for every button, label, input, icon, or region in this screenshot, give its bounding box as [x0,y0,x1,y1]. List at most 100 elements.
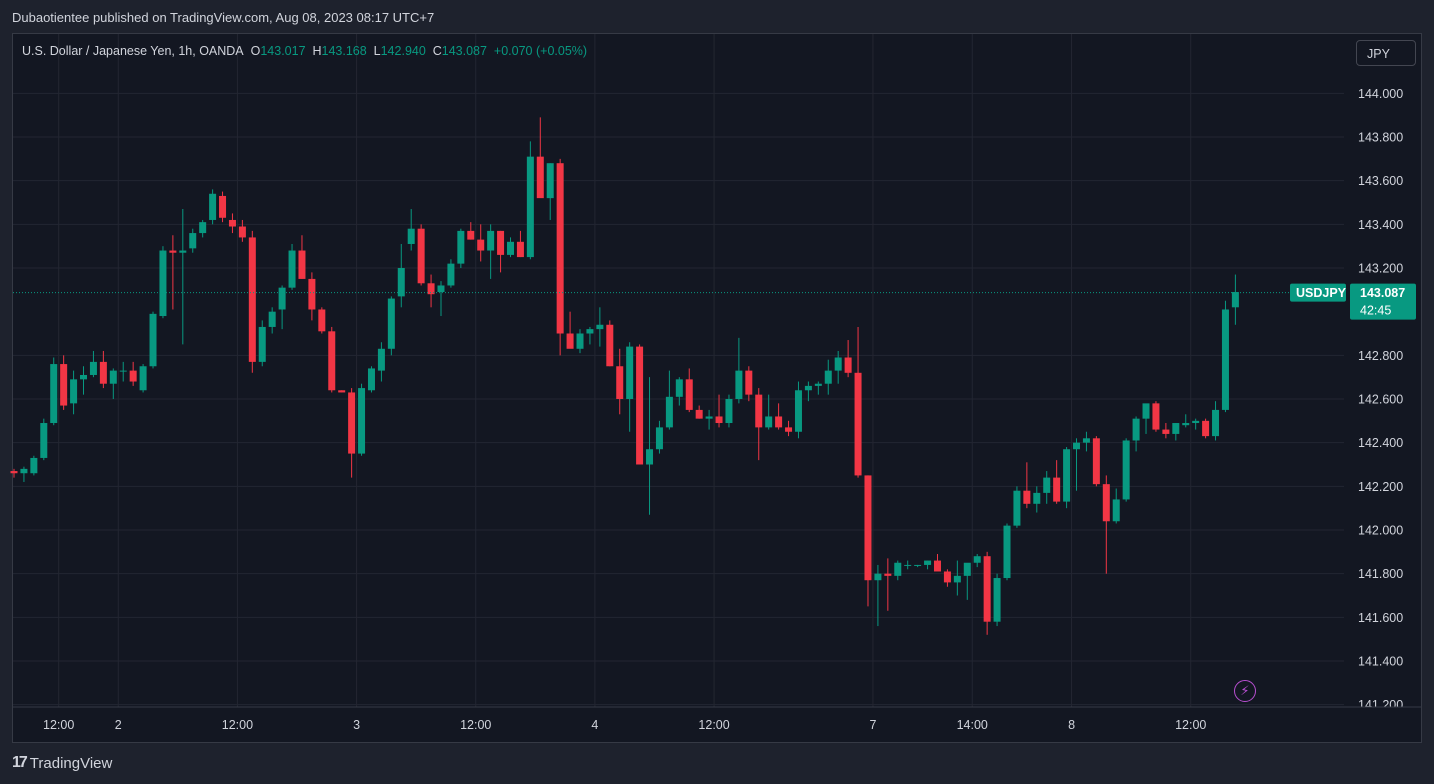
candle-body[interactable] [894,562,902,576]
candle-body[interactable] [89,361,97,375]
candle-body[interactable] [1043,477,1051,493]
candle-body[interactable] [397,268,405,297]
candle-body[interactable] [963,562,971,576]
candle-body[interactable] [665,396,673,428]
candle-body[interactable] [814,383,822,386]
candle-body[interactable] [626,346,634,399]
candle-body[interactable] [1221,309,1229,410]
candle-body[interactable] [228,219,236,227]
candle-body[interactable] [1112,499,1120,522]
candle-body[interactable] [834,357,842,371]
candle-body[interactable] [1122,440,1130,500]
candle-body[interactable] [199,222,207,234]
candle-body[interactable] [1063,449,1071,502]
candle-body[interactable] [983,556,991,622]
candle-body[interactable] [1073,442,1081,450]
candle-body[interactable] [40,423,48,458]
candle-body[interactable] [10,471,18,474]
candle-body[interactable] [904,564,912,566]
candle-body[interactable] [20,468,28,474]
candle-body[interactable] [655,427,663,450]
candle-body[interactable] [169,250,177,253]
candle-body[interactable] [308,278,316,310]
candle-body[interactable] [745,370,753,395]
candle-body[interactable] [1231,292,1239,308]
candle-body[interactable] [973,556,981,563]
candle-body[interactable] [1033,492,1041,504]
candle-body[interactable] [209,193,217,220]
candle-body[interactable] [546,163,554,199]
candle-body[interactable] [50,364,58,424]
candle-body[interactable] [99,361,107,384]
candle-body[interactable] [715,416,723,424]
candle-body[interactable] [854,372,862,476]
candle-body[interactable] [646,449,654,465]
candle-body[interactable] [447,263,455,286]
candle-body[interactable] [1152,403,1160,430]
candle-body[interactable] [755,394,763,428]
candle-body[interactable] [417,228,425,284]
candle-body[interactable] [794,390,802,432]
candle-body[interactable] [437,285,445,293]
candle-body[interactable] [298,250,306,279]
candle-body[interactable] [1212,409,1220,437]
lightning-icon[interactable]: ⚡ [1234,680,1256,702]
candle-body[interactable] [1202,420,1210,437]
candle-body[interactable] [258,326,266,362]
candle-body[interactable] [149,313,157,367]
candle-body[interactable] [129,370,137,382]
footer-brand[interactable]: 17 TradingView [12,754,112,772]
candle-body[interactable] [328,331,336,391]
symbol-title[interactable]: U.S. Dollar / Japanese Yen, 1h, OANDA [22,44,244,58]
candle-body[interactable] [507,241,514,255]
candle-body[interactable] [586,329,594,334]
candle-body[interactable] [933,560,941,572]
candle-body[interactable] [60,364,68,406]
candle-body[interactable] [566,333,574,349]
candle-body[interactable] [1102,484,1110,522]
candle-body[interactable] [1053,477,1061,502]
candle-body[interactable] [1142,403,1150,419]
candle-body[interactable] [556,163,564,334]
candle-body[interactable] [338,390,346,393]
candle-body[interactable] [30,457,38,474]
candle-body[interactable] [735,370,743,399]
candle-body[interactable] [427,283,435,295]
candle-body[interactable] [219,195,227,218]
candle-body[interactable] [785,427,793,432]
candle-body[interactable] [516,241,524,258]
candle-body[interactable] [943,571,951,583]
candle-body[interactable] [348,392,356,454]
candle-body[interactable] [1023,490,1031,504]
candle-body[interactable] [407,228,415,244]
candle-body[interactable] [248,237,256,362]
candle-body[interactable] [1182,423,1190,426]
candle-body[interactable] [80,374,88,380]
candle-body[interactable] [179,250,187,253]
candle-body[interactable] [467,230,475,240]
candle-body[interactable] [1132,418,1140,441]
candle-body[interactable] [874,573,882,581]
candle-body[interactable] [1162,429,1170,434]
candle-body[interactable] [1192,420,1200,424]
candle-body[interactable] [487,230,495,251]
candle-body[interactable] [1172,423,1180,434]
candle-body[interactable] [576,333,584,349]
candle-body[interactable] [457,230,465,264]
candle-body[interactable] [1013,490,1021,526]
chart-pane[interactable] [12,33,1422,743]
candle-body[interactable] [1082,438,1090,443]
candle-body[interactable] [119,370,127,372]
candle-body[interactable] [884,573,892,576]
candle-body[interactable] [924,560,932,565]
candle-body[interactable] [268,311,276,327]
candle-body[interactable] [1092,438,1100,485]
candle-body[interactable] [824,370,832,384]
candle-body[interactable] [596,324,604,330]
candle-body[interactable] [695,409,703,419]
candle-body[interactable] [109,370,117,384]
candle-body[interactable] [278,287,286,310]
candle-body[interactable] [804,385,812,391]
candle-body[interactable] [477,239,485,251]
